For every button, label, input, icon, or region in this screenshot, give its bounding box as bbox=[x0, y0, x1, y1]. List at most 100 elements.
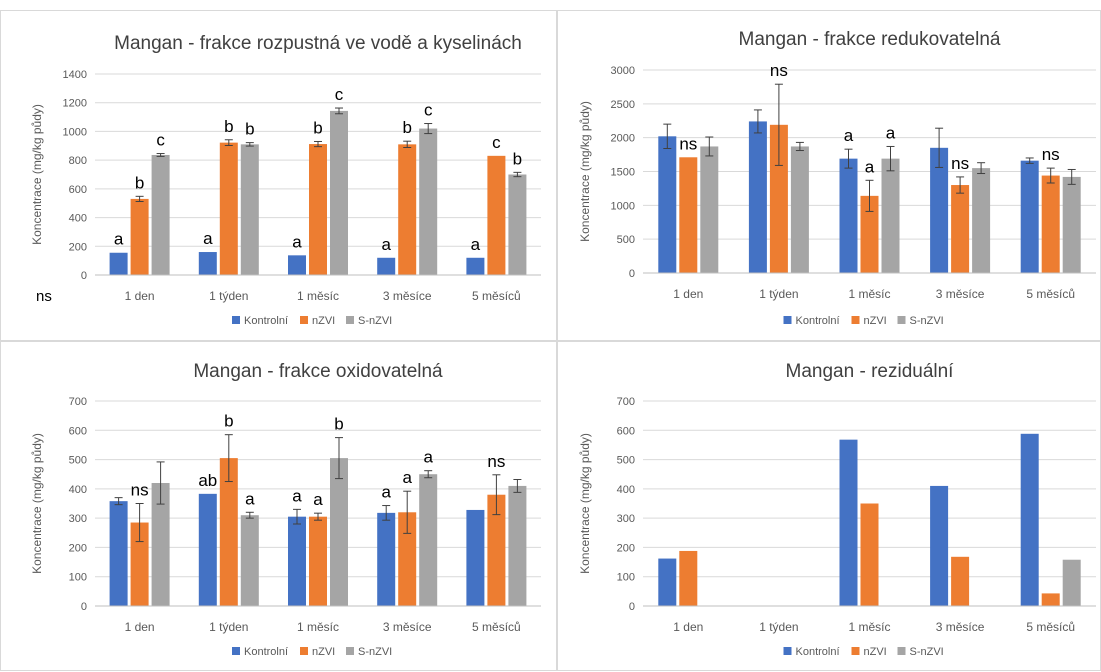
x-tick-label: 1 den bbox=[673, 620, 703, 634]
significance-label: a bbox=[292, 486, 302, 505]
legend-label: S-nZVI bbox=[358, 315, 392, 327]
legend-label: nZVI bbox=[312, 315, 335, 327]
y-tick-label: 600 bbox=[69, 184, 87, 196]
significance-label: b bbox=[513, 149, 522, 168]
bar-kontroln bbox=[1020, 433, 1039, 606]
significance-label: a bbox=[292, 232, 302, 251]
bar-kontroln bbox=[198, 252, 217, 275]
bar-snzvi bbox=[508, 174, 527, 275]
significance-label: c bbox=[492, 133, 501, 152]
y-tick-label: 300 bbox=[617, 513, 635, 525]
y-tick-label: 0 bbox=[629, 601, 635, 613]
bar-snzvi bbox=[419, 474, 438, 606]
significance-label: a bbox=[114, 230, 124, 249]
x-tick-label: 1 týden bbox=[759, 620, 798, 634]
legend-label: Kontrolní bbox=[244, 646, 288, 658]
y-tick-label: 500 bbox=[69, 455, 87, 467]
bar-kontroln bbox=[930, 485, 949, 606]
y-tick-label: 200 bbox=[69, 542, 87, 554]
y-tick-label: 300 bbox=[69, 513, 87, 525]
bar-snzvi bbox=[700, 146, 719, 273]
bar-kontroln bbox=[198, 493, 217, 606]
significance-label: c bbox=[424, 101, 433, 120]
legend-label: Kontrolní bbox=[796, 646, 840, 658]
bar-nzvi bbox=[1041, 593, 1060, 606]
bar-snzvi bbox=[419, 128, 438, 275]
y-axis-label: Koncentrace (mg/kg půdy) bbox=[30, 104, 44, 245]
significance-label: a bbox=[423, 448, 433, 467]
significance-label: a bbox=[381, 235, 391, 254]
significance-label: a bbox=[865, 157, 875, 176]
y-tick-label: 1000 bbox=[63, 126, 87, 138]
x-tick-label: 1 týden bbox=[209, 289, 248, 303]
significance-label: a bbox=[886, 123, 896, 142]
bar-nzvi bbox=[769, 124, 788, 273]
x-tick-label: 5 měsíců bbox=[472, 620, 521, 634]
bar-nzvi bbox=[309, 516, 327, 606]
bar-kontroln bbox=[109, 252, 128, 275]
bar-kontroln bbox=[1020, 160, 1039, 273]
chart-panel-oxidizable: Mangan - frakce oxidovatelná 0 100 200 300 40… bbox=[0, 341, 557, 671]
y-tick-label: 700 bbox=[617, 396, 635, 408]
bar-snzvi bbox=[151, 483, 170, 606]
legend-label: Kontrolní bbox=[244, 315, 288, 327]
y-tick-label: 200 bbox=[617, 542, 635, 554]
bar-nzvi bbox=[1041, 175, 1060, 273]
legend-label: S-nZVI bbox=[358, 646, 392, 658]
legend-swatch bbox=[346, 647, 354, 655]
y-tick-label: 500 bbox=[617, 234, 635, 246]
legend-label: nZVI bbox=[864, 646, 887, 658]
y-tick-label: 1500 bbox=[611, 167, 635, 179]
y-tick-label: 600 bbox=[69, 425, 87, 437]
bar-kontroln bbox=[377, 512, 396, 606]
y-tick-label: 100 bbox=[69, 572, 87, 584]
bar-kontroln bbox=[930, 147, 949, 273]
significance-label: ns bbox=[1042, 145, 1060, 164]
legend-swatch bbox=[851, 647, 860, 655]
bar-kontroln bbox=[748, 121, 767, 273]
bar-kontroln bbox=[466, 257, 485, 275]
y-tick-label: 2000 bbox=[611, 133, 635, 145]
significance-label: ns bbox=[951, 154, 969, 173]
chart-title: Mangan - frakce rozpustná ve vodě a kyse… bbox=[114, 33, 522, 54]
bar-nzvi bbox=[130, 522, 149, 606]
x-tick-label: 5 měsíců bbox=[472, 289, 521, 303]
legend-label: S-nZVI bbox=[910, 315, 944, 327]
bar-kontroln bbox=[658, 136, 677, 273]
significance-label: c bbox=[156, 131, 165, 150]
bar-nzvi bbox=[130, 198, 149, 275]
chart-soluble: Mangan - frakce rozpustná ve vodě a kyse… bbox=[30, 33, 541, 327]
legend-label: nZVI bbox=[864, 315, 887, 327]
x-tick-label: 3 měsíce bbox=[936, 287, 985, 301]
y-tick-label: 500 bbox=[617, 455, 635, 467]
significance-label: b bbox=[135, 173, 144, 192]
bar-snzvi bbox=[1062, 559, 1081, 606]
significance-label: ns bbox=[487, 452, 505, 471]
bar-snzvi bbox=[330, 458, 348, 606]
legend-label: nZVI bbox=[312, 646, 335, 658]
bar-snzvi bbox=[240, 515, 259, 606]
y-tick-label: 800 bbox=[69, 155, 87, 167]
y-tick-label: 2500 bbox=[611, 99, 635, 111]
bar-kontroln bbox=[288, 516, 306, 606]
y-tick-label: 100 bbox=[617, 572, 635, 584]
x-tick-label: 1 měsíc bbox=[848, 620, 890, 634]
significance-label: b bbox=[245, 120, 254, 139]
y-tick-label: 400 bbox=[69, 213, 87, 225]
x-tick-label: 1 týden bbox=[209, 620, 248, 634]
significance-label: b bbox=[402, 118, 411, 137]
bar-kontroln bbox=[839, 158, 858, 273]
bar-kontroln bbox=[109, 501, 128, 606]
x-tick-label: 1 měsíc bbox=[297, 289, 339, 303]
legend-swatch bbox=[300, 647, 308, 655]
legend-swatch bbox=[232, 647, 240, 655]
x-tick-label: 3 měsíce bbox=[936, 620, 985, 634]
significance-label: a bbox=[203, 229, 213, 248]
y-tick-label: 400 bbox=[69, 484, 87, 496]
y-tick-label: 200 bbox=[69, 241, 87, 253]
significance-label: a bbox=[381, 483, 391, 502]
x-tick-label: 1 den bbox=[125, 289, 155, 303]
bar-nzvi bbox=[679, 157, 698, 273]
chart-panel-residual: Mangan - reziduální 0 100 200 300 400 500 600 70… bbox=[557, 341, 1101, 671]
significance-label: b bbox=[334, 415, 343, 434]
